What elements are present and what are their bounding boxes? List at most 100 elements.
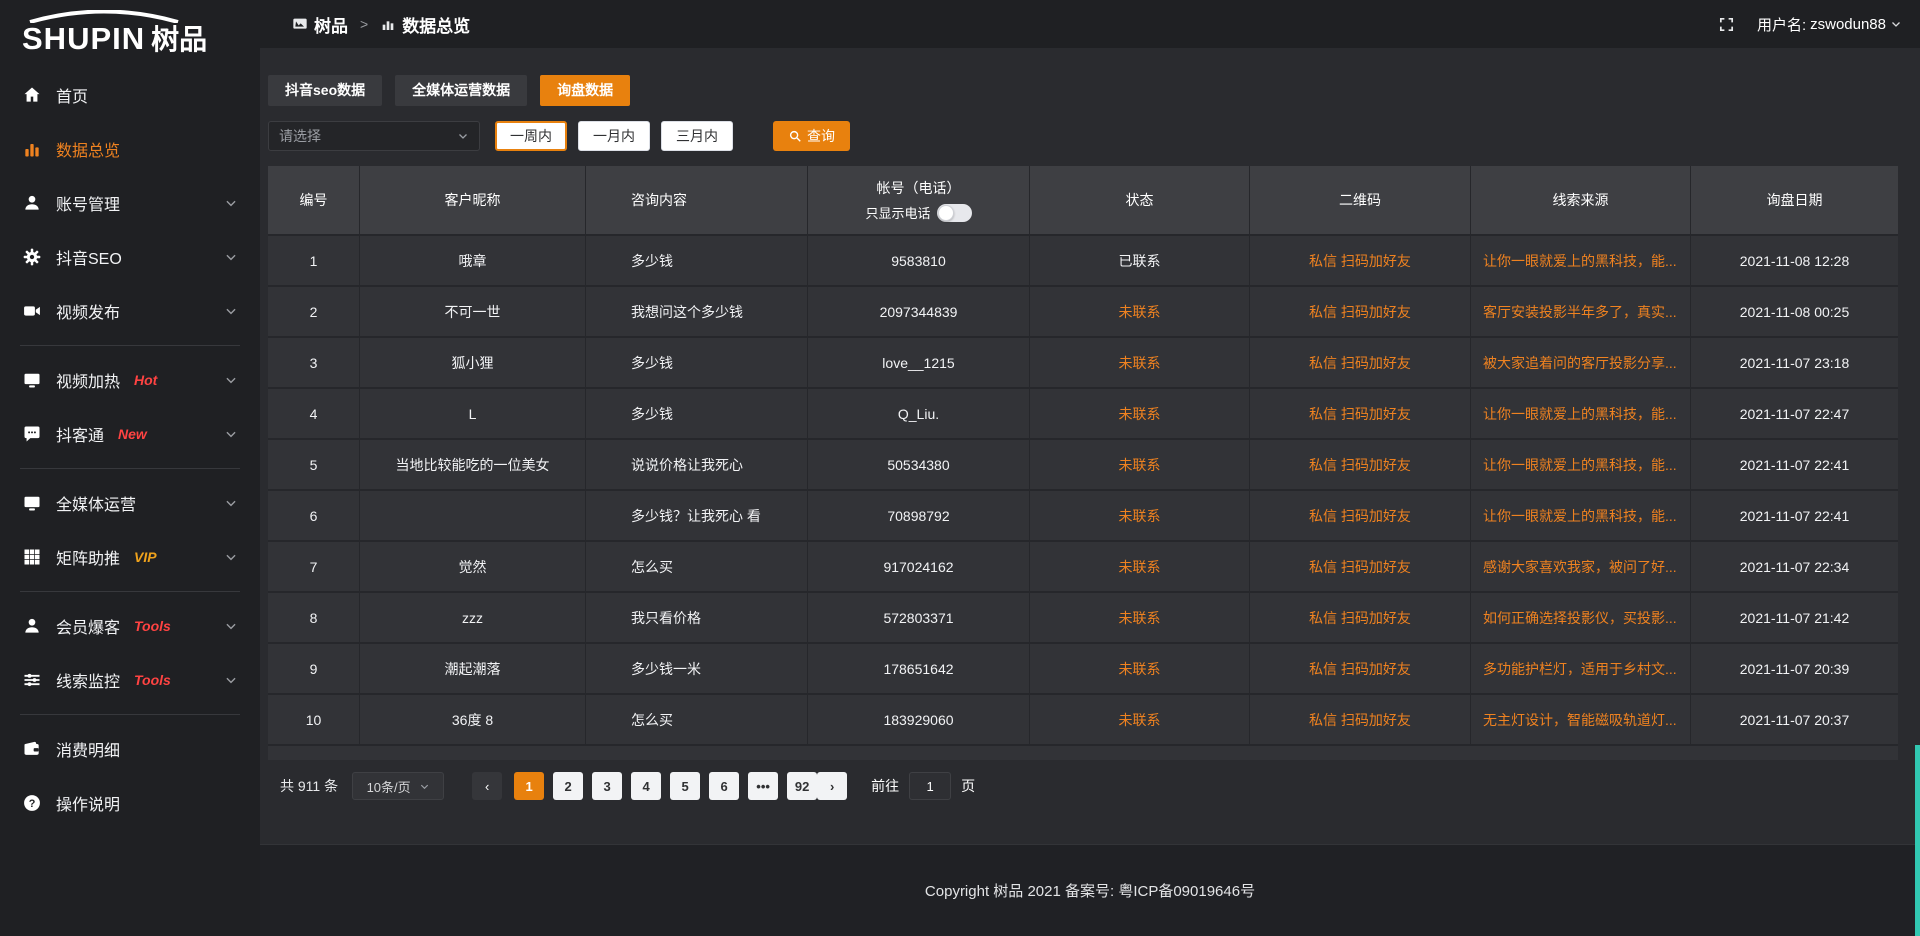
period-button-三月内[interactable]: 三月内: [661, 121, 733, 151]
page-button-6[interactable]: 6: [709, 772, 740, 800]
qr-add-friend-link[interactable]: 私信 扫码加好友: [1309, 609, 1411, 626]
page-button-3[interactable]: 3: [592, 772, 623, 800]
cell-content: 怎么买: [586, 542, 808, 591]
tab-询盘数据[interactable]: 询盘数据: [540, 75, 631, 106]
page-button-5[interactable]: 5: [670, 772, 701, 800]
status-badge: 未联系: [1118, 558, 1161, 575]
sidebar-item-wallet[interactable]: 消费明细: [0, 722, 260, 776]
username-value: zswodun88: [1810, 15, 1886, 33]
goto-page-input[interactable]: [909, 772, 952, 800]
sidebar-item-question[interactable]: ? 操作说明: [0, 776, 260, 830]
qr-add-friend-link[interactable]: 私信 扫码加好友: [1309, 507, 1411, 524]
qr-add-friend-link[interactable]: 私信 扫码加好友: [1309, 711, 1411, 728]
qr-add-friend-link[interactable]: 私信 扫码加好友: [1309, 558, 1411, 575]
scrollbar[interactable]: [1915, 745, 1920, 936]
sidebar-item-gear[interactable]: 抖音SEO: [0, 230, 260, 284]
cell-source: 如何正确选择投影仪，买投影...: [1471, 593, 1691, 642]
lead-source-link[interactable]: 如何正确选择投影仪，买投影...: [1483, 609, 1677, 626]
lead-source-link[interactable]: 让你一眼就爱上的黑科技，能...: [1483, 507, 1677, 524]
main-content: 抖音seo数据 全媒体运营数据 询盘数据 请选择 一周内 一月内 三月内 查询 编号 客…: [260, 48, 1920, 936]
next-page-button[interactable]: ›: [817, 772, 848, 800]
table-row: 10 36度 8 怎么买 183929060 未联系 私信 扫码加好友 无主灯设计，智能磁吸…: [268, 693, 1898, 744]
qr-add-friend-link[interactable]: 私信 扫码加好友: [1309, 405, 1411, 422]
lead-source-link[interactable]: 被大家追着问的客厅投影分享...: [1483, 354, 1677, 371]
lead-source-link[interactable]: 让你一眼就爱上的黑科技，能...: [1483, 252, 1677, 269]
sidebar-item-video[interactable]: 视频发布: [0, 284, 260, 338]
cell-account: 50534380: [808, 440, 1030, 489]
qr-add-friend-link[interactable]: 私信 扫码加好友: [1309, 660, 1411, 677]
monitor-icon: [22, 493, 42, 513]
lead-source-link[interactable]: 客厅安装投影半年多了，真实...: [1483, 303, 1677, 320]
period-button-一月内[interactable]: 一月内: [578, 121, 650, 151]
prev-page-button[interactable]: ‹: [472, 772, 503, 800]
cell-status: 未联系: [1030, 695, 1250, 744]
qr-add-friend-link[interactable]: 私信 扫码加好友: [1309, 354, 1411, 371]
filter-select[interactable]: 请选择: [268, 121, 480, 151]
qr-add-friend-link[interactable]: 私信 扫码加好友: [1309, 252, 1411, 269]
chevron-down-icon: [224, 619, 238, 633]
qr-add-friend-link[interactable]: 私信 扫码加好友: [1309, 303, 1411, 320]
sidebar-item-grid[interactable]: 矩阵助推 VIP: [0, 530, 260, 584]
phone-only-toggle[interactable]: [936, 203, 972, 222]
lead-source-link[interactable]: 多功能护栏灯，适用于乡村文...: [1483, 660, 1677, 677]
query-button[interactable]: 查询: [773, 121, 850, 151]
page-size-select[interactable]: 10条/页: [352, 772, 445, 800]
cell-num: 1: [268, 236, 360, 285]
user-icon: [22, 193, 42, 213]
breadcrumb-current[interactable]: 数据总览: [402, 16, 471, 36]
logo-text-en: SHUPIN: [22, 21, 146, 56]
cell-qrcode: 私信 扫码加好友: [1250, 695, 1471, 744]
page-button-4[interactable]: 4: [631, 772, 662, 800]
chevron-down-icon: [224, 550, 238, 564]
sidebar-divider: [20, 714, 240, 715]
cell-account: 9583810: [808, 236, 1030, 285]
page-button-2[interactable]: 2: [553, 772, 584, 800]
wallet-icon: [22, 739, 42, 759]
page-footer: Copyright 树品 2021 备案号: 粤ICP备09019646号: [260, 844, 1920, 936]
lead-source-link[interactable]: 无主灯设计，智能磁吸轨道灯...: [1483, 711, 1677, 728]
sidebar-item-label: 账号管理: [56, 197, 121, 214]
lead-source-link[interactable]: 感谢大家喜欢我家，被问了好...: [1483, 558, 1677, 575]
table-row: 7 觉然 怎么买 917024162 未联系 私信 扫码加好友 感谢大家喜欢我家，被问了好.…: [268, 540, 1898, 591]
sidebar-item-monitor[interactable]: 全媒体运营: [0, 476, 260, 530]
qr-add-friend-link[interactable]: 私信 扫码加好友: [1309, 456, 1411, 473]
status-badge: 未联系: [1118, 303, 1161, 320]
cell-num: 5: [268, 440, 360, 489]
tab-全媒体运营数据[interactable]: 全媒体运营数据: [395, 75, 528, 106]
toggle-knob: [937, 204, 954, 221]
sidebar-item-chat[interactable]: 抖客通 New: [0, 407, 260, 461]
breadcrumb-root[interactable]: 树品: [314, 16, 348, 36]
screen-icon: [292, 16, 308, 32]
page-button-1[interactable]: 1: [514, 772, 545, 800]
lead-source-link[interactable]: 让你一眼就爱上的黑科技，能...: [1483, 405, 1677, 422]
sidebar-item-label: 视频发布: [56, 305, 121, 322]
sidebar-item-monitor[interactable]: 视频加热 Hot: [0, 353, 260, 407]
user-menu[interactable]: 用户名: zswodun88: [1757, 14, 1902, 35]
period-button-一周内[interactable]: 一周内: [495, 121, 567, 151]
cell-num: 3: [268, 338, 360, 387]
chevron-down-icon: [1890, 18, 1902, 30]
fullscreen-icon[interactable]: [1718, 16, 1735, 33]
cell-source: 无主灯设计，智能磁吸轨道灯...: [1471, 695, 1691, 744]
sidebar-item-user[interactable]: 会员爆客 Tools: [0, 599, 260, 653]
page-ellipsis-button[interactable]: •••: [748, 772, 779, 800]
col-header-account: 帐号（电话） 只显示电话: [808, 166, 1030, 234]
table-row: 8 zzz 我只看价格 572803371 未联系 私信 扫码加好友 如何正确选择投影仪，买…: [268, 591, 1898, 642]
page-button-92[interactable]: 92: [787, 772, 818, 800]
cell-status: 未联系: [1030, 644, 1250, 693]
logo-arc: [29, 10, 179, 23]
lead-source-link[interactable]: 让你一眼就爱上的黑科技，能...: [1483, 456, 1677, 473]
cell-nickname: zzz: [360, 593, 586, 642]
sidebar-item-bar-chart[interactable]: 数据总览: [0, 122, 260, 176]
tab-抖音seo数据[interactable]: 抖音seo数据: [268, 75, 383, 106]
search-icon: [788, 129, 802, 143]
col-header-source: 线索来源: [1471, 166, 1691, 234]
cell-content: 多少钱: [586, 389, 808, 438]
inquiry-table: 编号 客户昵称 咨询内容 帐号（电话） 只显示电话 状态 二维码 线索来源 询盘…: [268, 166, 1898, 760]
sidebar-item-label: 操作说明: [56, 797, 121, 814]
sidebar-item-sliders[interactable]: 线索监控 Tools: [0, 653, 260, 707]
sidebar-item-home[interactable]: 首页: [0, 68, 260, 122]
cell-content: 我只看价格: [586, 593, 808, 642]
cell-nickname: [360, 491, 586, 540]
sidebar-item-user[interactable]: 账号管理: [0, 176, 260, 230]
